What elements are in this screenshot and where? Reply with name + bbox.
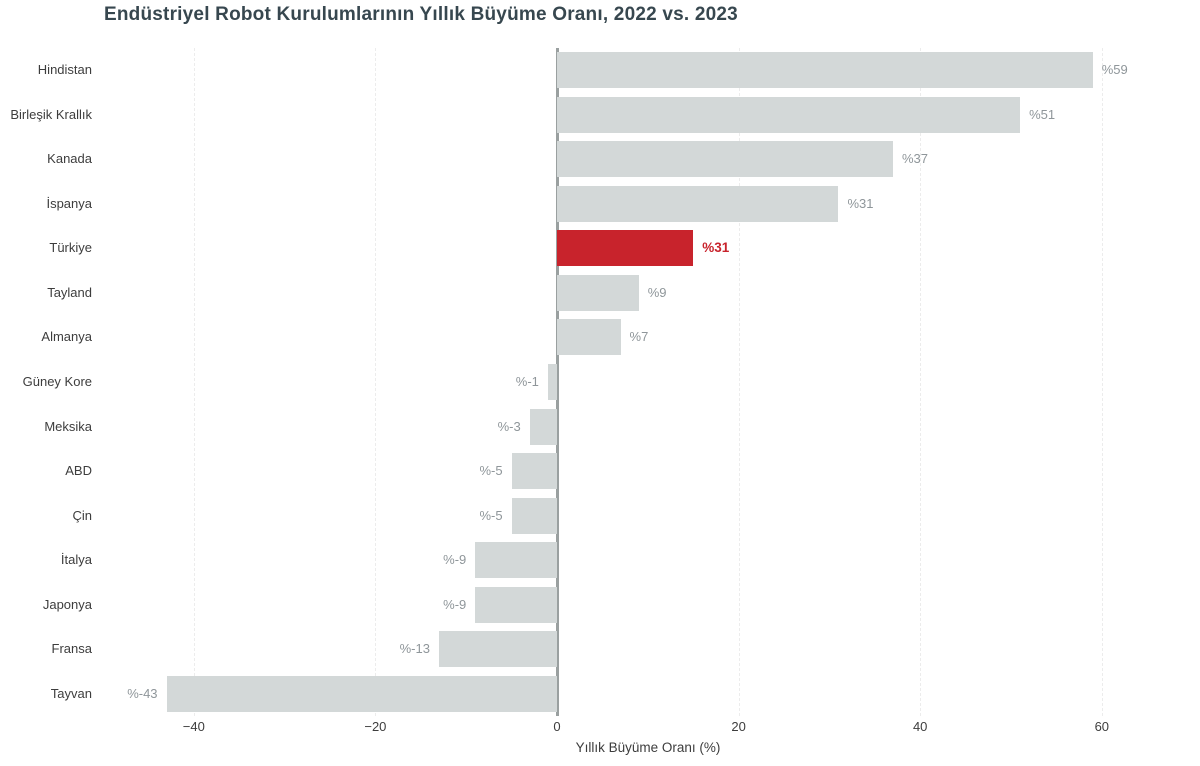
category-label: Türkiye <box>49 240 92 256</box>
category-label: İspanya <box>46 195 92 211</box>
category-label: Birleşik Krallık <box>10 106 92 122</box>
x-tick-label: 20 <box>731 719 746 734</box>
bar <box>475 542 557 579</box>
category-label: Güney Kore <box>22 374 92 389</box>
bar <box>557 52 1093 89</box>
bar <box>438 631 557 668</box>
category-label: Çin <box>72 507 92 523</box>
category-label: Fransa <box>51 641 92 657</box>
category-label: Japonya <box>42 596 92 612</box>
bar-value-label: %31 <box>702 240 730 256</box>
bar-value-label: %-5 <box>479 463 503 479</box>
category-label: Almanya <box>41 329 92 345</box>
gridline <box>738 48 740 716</box>
bar <box>529 408 557 445</box>
x-tick-label: 60 <box>1094 719 1110 734</box>
bar-value-label: %-13 <box>399 641 430 657</box>
x-tick-label: 0 <box>553 719 561 734</box>
bar-value-label: %7 <box>629 329 649 345</box>
category-label: Kanada <box>47 151 92 167</box>
bar-value-label: %-9 <box>443 596 467 612</box>
bar <box>475 586 557 623</box>
bar <box>166 675 557 712</box>
gridline <box>375 48 377 716</box>
bar-value-label: %-1 <box>515 374 539 389</box>
bar <box>557 185 839 222</box>
gridline <box>920 48 922 716</box>
bar-value-label: %31 <box>847 195 874 211</box>
bar-value-label: %51 <box>1029 106 1056 122</box>
bar-value-label: %59 <box>1101 62 1128 78</box>
bar <box>557 141 893 178</box>
bar <box>557 96 1021 133</box>
gridline <box>1101 48 1103 716</box>
x-tick-label: −20 <box>364 719 387 734</box>
bar <box>557 274 639 311</box>
chart-title: Endüstriyel Robot Kurulumlarının Yıllık … <box>104 4 738 25</box>
category-label: Meksika <box>44 418 92 434</box>
category-label: Hindistan <box>37 62 92 78</box>
x-tick-label: 40 <box>912 719 928 734</box>
x-tick-label: −40 <box>182 719 205 734</box>
bar <box>511 497 557 534</box>
bar <box>511 453 557 490</box>
category-label: İtalya <box>60 552 92 568</box>
highlighted-bar <box>557 230 694 267</box>
gridline <box>193 48 195 716</box>
bar-value-label: %-5 <box>479 507 503 523</box>
bar <box>547 364 557 400</box>
bar <box>557 319 621 356</box>
bar-value-label: %-43 <box>127 685 158 701</box>
category-label: ABD <box>65 463 92 479</box>
category-label: Tayvan <box>50 685 92 701</box>
bar-value-label: %-9 <box>443 552 467 568</box>
x-axis-title: Yıllık Büyüme Oranı (%) <box>575 740 721 755</box>
bar-value-label: %37 <box>901 151 928 167</box>
category-label: Tayland <box>47 284 92 300</box>
bar-value-label: %9 <box>647 284 667 300</box>
zero-axis-line <box>556 48 559 716</box>
bar-value-label: %-3 <box>497 418 521 434</box>
